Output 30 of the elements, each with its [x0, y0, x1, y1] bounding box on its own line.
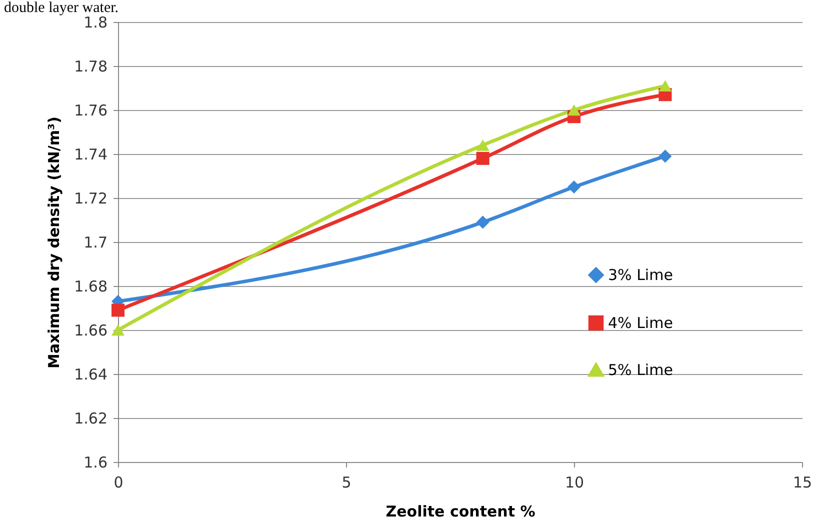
y-tick-label: 1.68: [74, 278, 108, 296]
point: [111, 304, 125, 317]
x-axis-title: Zeolite content %: [386, 502, 536, 520]
x-tick-label: 5: [342, 474, 352, 492]
y-axis-title: Maximum dry density (kN/m³): [45, 116, 64, 368]
y-tick-label: 1.76: [74, 102, 108, 120]
text: double layer water.: [4, 0, 119, 16]
point: [111, 324, 125, 336]
y-tick-label: 1.74: [74, 146, 108, 164]
x-tick-label: 10: [564, 474, 584, 492]
y-tick-label: 1.66: [74, 322, 108, 340]
y-tick-label: 1.7: [84, 234, 108, 252]
y-tick-label: 1.6: [84, 454, 108, 472]
legend-label: 4% Lime: [608, 314, 673, 332]
y-tick-label: 1.64: [74, 366, 108, 384]
point: [567, 180, 581, 194]
point: [476, 152, 490, 165]
point: [658, 150, 672, 163]
y-tick-label: 1.62: [74, 410, 108, 428]
point: [476, 216, 490, 229]
x-tick-label: 0: [114, 474, 124, 492]
y-tick-label: 1.78: [74, 58, 108, 76]
legend-label: 5% Lime: [608, 361, 673, 379]
y-tick-label: 1.8: [84, 14, 108, 32]
point: [658, 80, 672, 92]
y-tick-label: 1.72: [74, 190, 108, 208]
point: [476, 140, 490, 151]
legend-label: 3% Lime: [608, 266, 673, 284]
x-tick-label: 15: [792, 474, 812, 492]
point: [567, 104, 581, 116]
